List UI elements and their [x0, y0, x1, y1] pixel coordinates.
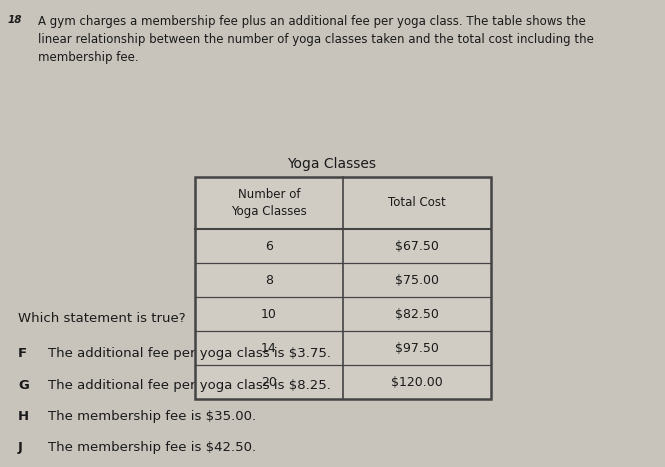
- Text: Yoga Classes: Yoga Classes: [287, 157, 376, 171]
- Text: 10: 10: [261, 307, 277, 320]
- Text: $120.00: $120.00: [391, 375, 443, 389]
- Text: F: F: [18, 347, 27, 360]
- Text: 14: 14: [261, 341, 277, 354]
- Text: 20: 20: [261, 375, 277, 389]
- Text: H: H: [18, 410, 29, 423]
- Text: J: J: [18, 441, 23, 454]
- Text: The additional fee per yoga class is $3.75.: The additional fee per yoga class is $3.…: [48, 347, 331, 360]
- Text: 8: 8: [265, 274, 273, 286]
- Text: 18: 18: [8, 15, 23, 25]
- Text: A gym charges a membership fee plus an additional fee per yoga class. The table : A gym charges a membership fee plus an a…: [38, 15, 594, 64]
- Text: $82.50: $82.50: [395, 307, 439, 320]
- Bar: [195, 177, 491, 399]
- Text: $97.50: $97.50: [395, 341, 439, 354]
- Text: Total Cost: Total Cost: [388, 197, 446, 210]
- Text: The membership fee is $35.00.: The membership fee is $35.00.: [48, 410, 256, 423]
- Text: Number of
Yoga Classes: Number of Yoga Classes: [231, 189, 307, 218]
- Text: 6: 6: [265, 240, 273, 253]
- Text: $67.50: $67.50: [395, 240, 439, 253]
- Text: The additional fee per yoga class is $8.25.: The additional fee per yoga class is $8.…: [48, 379, 331, 392]
- Text: $75.00: $75.00: [395, 274, 439, 286]
- Text: The membership fee is $42.50.: The membership fee is $42.50.: [48, 441, 256, 454]
- Bar: [195, 177, 491, 399]
- Text: G: G: [18, 379, 29, 392]
- Text: Which statement is true?: Which statement is true?: [18, 312, 186, 325]
